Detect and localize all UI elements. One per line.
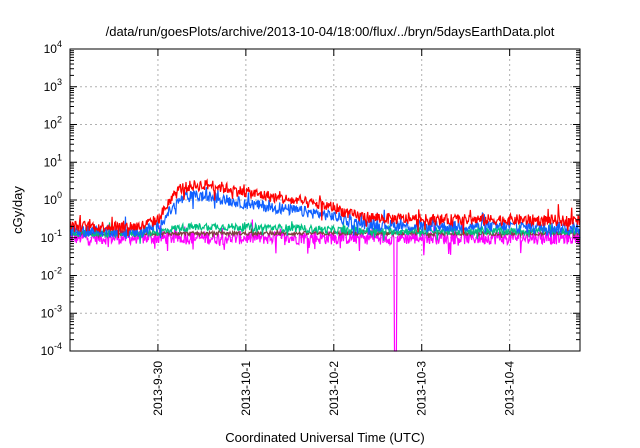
chart-title: /data/run/goesPlots/archive/2013-10-04/1… bbox=[106, 24, 555, 39]
y-axis-label: cGy/day bbox=[10, 186, 25, 234]
x-tick-label: 2013-10-4 bbox=[503, 361, 517, 416]
y-tick-label: 100 bbox=[44, 190, 62, 207]
x-tick-label: 2013-10-3 bbox=[415, 361, 429, 416]
x-axis-label: Coordinated Universal Time (UTC) bbox=[225, 430, 424, 445]
x-tick-label: 2013-10-1 bbox=[239, 361, 253, 416]
y-tick-label: 104 bbox=[44, 39, 62, 56]
y-tick-label: 10-1 bbox=[41, 228, 62, 245]
y-tick-label: 101 bbox=[44, 152, 62, 169]
series-line-2 bbox=[69, 227, 581, 239]
x-tick-label: 2013-10-2 bbox=[327, 361, 341, 416]
chart-series-group bbox=[69, 178, 581, 352]
x-tick-label: 2013-9-30 bbox=[151, 361, 165, 416]
y-tick-label: 102 bbox=[44, 115, 62, 132]
y-tick-label: 10-3 bbox=[41, 303, 62, 320]
y-tick-label: 10-2 bbox=[41, 266, 62, 283]
chart-grid bbox=[70, 49, 580, 351]
y-axis: 104 103 102 101 100 10-1 10-2 10-3 10-4 bbox=[41, 39, 580, 358]
series-line-1 bbox=[69, 219, 581, 352]
series-line-5 bbox=[69, 178, 581, 239]
series-line-3 bbox=[69, 220, 581, 244]
y-tick-label: 10-4 bbox=[41, 341, 62, 358]
x-axis: 2013-9-30 2013-10-1 2013-10-2 2013-10-3 2013… bbox=[151, 49, 517, 416]
y-tick-label: 103 bbox=[44, 77, 62, 94]
